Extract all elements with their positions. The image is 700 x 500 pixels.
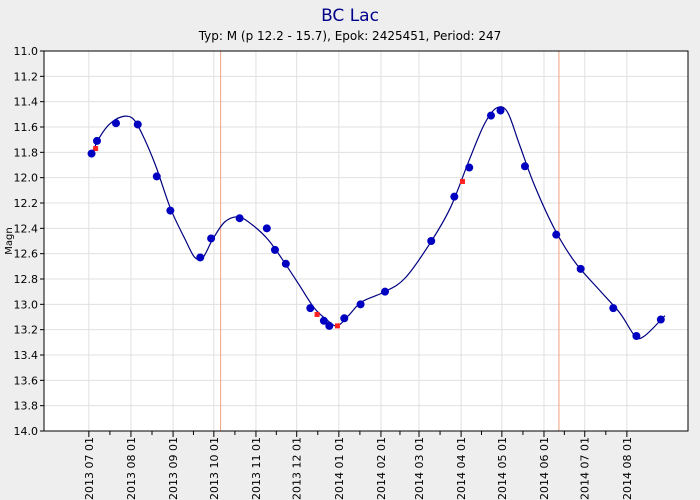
y-tick-label: 13.8 [14, 400, 39, 413]
chart-subtitle: Typ: M (p 12.2 - 15.7), Epok: 2425451, P… [198, 29, 502, 43]
y-tick-label: 11.6 [14, 121, 39, 134]
y-tick-label: 14.0 [14, 425, 39, 438]
y-tick-label: 12.4 [14, 222, 39, 235]
y-tick-label: 13.0 [14, 298, 39, 311]
data-point [496, 106, 505, 115]
x-tick-label: 2014 01 01 [333, 437, 346, 500]
data-point [632, 332, 641, 340]
x-tick-label: 2013 10 01 [208, 437, 221, 500]
y-axis-label: Magn [4, 227, 15, 254]
data-point [319, 316, 328, 325]
data-point [262, 224, 271, 233]
plot-border [43, 50, 689, 432]
x-tick-label: 2014 05 01 [496, 437, 509, 500]
y-tick-label: 13.2 [14, 324, 39, 337]
plot-area [44, 51, 688, 431]
x-tick-label: 2014 04 01 [455, 437, 468, 500]
x-tick-label: 2014 08 01 [621, 437, 634, 500]
data-point-square [459, 178, 465, 184]
data-point [450, 192, 459, 201]
y-tick-label: 12.8 [14, 273, 39, 286]
data-point [552, 230, 561, 239]
data-point [520, 162, 529, 171]
x-tick-label: 2013 11 01 [250, 437, 263, 500]
data-point [356, 300, 365, 309]
data-point-square [93, 146, 99, 152]
x-tick-label: 2014 03 01 [413, 437, 426, 500]
data-point [656, 315, 665, 324]
data-point-square [314, 311, 320, 317]
y-tick-label: 11.4 [14, 96, 39, 109]
y-tick-label: 11.0 [14, 45, 39, 58]
data-point [609, 304, 618, 313]
data-point [112, 119, 121, 128]
data-point [427, 237, 436, 245]
data-point [270, 245, 279, 254]
y-tick-label: 12.2 [14, 197, 39, 210]
data-point [325, 321, 334, 330]
x-tick-label: 2013 12 01 [291, 437, 304, 500]
y-tick-label: 11.2 [14, 70, 39, 83]
x-tick-label: 2013 08 01 [125, 437, 138, 500]
data-point [207, 234, 216, 243]
data-point [133, 120, 142, 129]
data-point [381, 287, 390, 296]
data-point [166, 206, 175, 215]
x-tick-label: 2013 09 01 [167, 437, 180, 500]
chart-title: BC Lac [321, 6, 379, 26]
data-point [465, 163, 474, 172]
y-tick-label: 11.8 [14, 146, 39, 159]
y-tick-label: 12.6 [14, 248, 39, 261]
data-point [152, 172, 161, 181]
x-tick-label: 2014 06 01 [538, 437, 551, 500]
data-point [486, 111, 495, 120]
data-point [92, 136, 101, 145]
data-point [306, 304, 315, 313]
x-tick-label: 2014 07 01 [579, 437, 592, 500]
data-point [281, 259, 290, 268]
y-tick-label: 13.4 [14, 349, 39, 362]
data-point [576, 264, 585, 273]
data-point [196, 253, 205, 262]
data-point-square [334, 323, 340, 329]
x-tick-label: 2013 07 01 [83, 437, 96, 500]
x-tick-label: 2014 02 01 [375, 437, 388, 500]
data-point [87, 149, 96, 158]
data-point [340, 314, 349, 323]
data-point [235, 214, 244, 223]
y-tick-label: 13.6 [14, 374, 39, 387]
y-tick-label: 12.0 [14, 172, 39, 185]
